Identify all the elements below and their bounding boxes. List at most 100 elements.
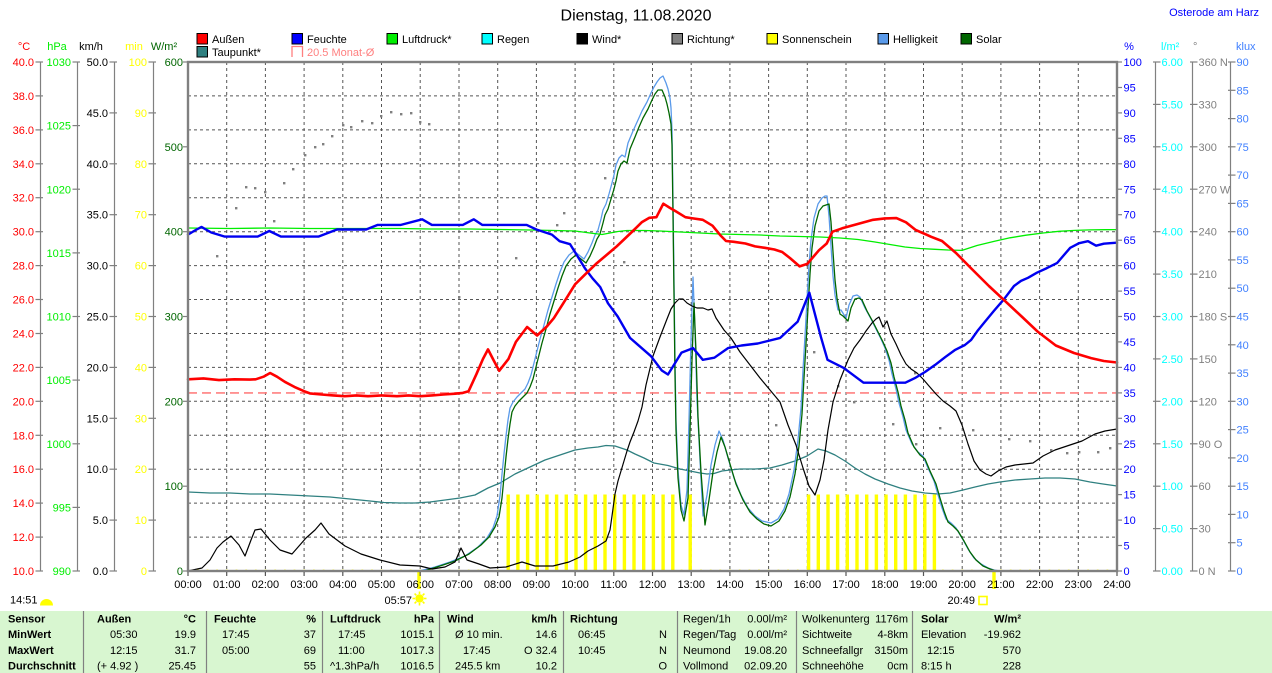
svg-text:36.0: 36.0 bbox=[13, 125, 34, 137]
svg-text:30: 30 bbox=[1237, 396, 1249, 408]
svg-text:12:15: 12:15 bbox=[927, 645, 955, 657]
svg-text:04:00: 04:00 bbox=[329, 579, 357, 591]
svg-text:0.50: 0.50 bbox=[1162, 524, 1183, 536]
svg-text:°C: °C bbox=[184, 614, 196, 626]
svg-text:0.0: 0.0 bbox=[93, 566, 108, 578]
svg-text:W/m²: W/m² bbox=[151, 41, 178, 53]
svg-text:38.0: 38.0 bbox=[13, 91, 34, 103]
svg-text:°C: °C bbox=[18, 41, 30, 53]
svg-text:%: % bbox=[306, 614, 316, 626]
svg-text:^1.3hPa/h: ^1.3hPa/h bbox=[330, 660, 379, 672]
svg-text:1030: 1030 bbox=[47, 57, 71, 69]
svg-text:69: 69 bbox=[304, 645, 316, 657]
svg-text:08:00: 08:00 bbox=[484, 579, 512, 591]
svg-text:15.0: 15.0 bbox=[87, 413, 108, 425]
svg-text:50: 50 bbox=[1237, 283, 1249, 295]
svg-text:25.0: 25.0 bbox=[87, 312, 108, 324]
svg-text:06:00: 06:00 bbox=[406, 579, 434, 591]
svg-text:Feuchte: Feuchte bbox=[214, 614, 256, 626]
svg-text:Regen/Tag: Regen/Tag bbox=[683, 629, 736, 641]
svg-text:25: 25 bbox=[1124, 439, 1136, 451]
svg-text:35: 35 bbox=[1124, 388, 1136, 400]
svg-text:245.5 km: 245.5 km bbox=[455, 660, 500, 672]
svg-text:Wolkenunterg: Wolkenunterg bbox=[802, 614, 870, 626]
svg-text:Luftdruck: Luftdruck bbox=[330, 614, 382, 626]
svg-text:55: 55 bbox=[1124, 286, 1136, 298]
svg-text:30: 30 bbox=[1124, 413, 1136, 425]
svg-text:60: 60 bbox=[135, 261, 147, 273]
svg-text:85: 85 bbox=[1124, 133, 1136, 145]
svg-text:240: 240 bbox=[1199, 227, 1217, 239]
svg-text:35: 35 bbox=[1237, 368, 1249, 380]
svg-text:02.09.20: 02.09.20 bbox=[744, 660, 787, 672]
svg-text:Neumond: Neumond bbox=[683, 645, 731, 657]
svg-text:-19.962: -19.962 bbox=[984, 629, 1021, 641]
svg-text:990: 990 bbox=[53, 566, 71, 578]
svg-text:4.50: 4.50 bbox=[1162, 184, 1183, 196]
svg-text:Vollmond: Vollmond bbox=[683, 660, 728, 672]
svg-text:5.00: 5.00 bbox=[1162, 142, 1183, 154]
svg-text:1010: 1010 bbox=[47, 312, 71, 324]
svg-text:3150m: 3150m bbox=[874, 645, 908, 657]
svg-text:12:15: 12:15 bbox=[110, 645, 138, 657]
svg-text:Schneehöhe: Schneehöhe bbox=[802, 660, 864, 672]
svg-text:21:00: 21:00 bbox=[987, 579, 1015, 591]
svg-text:1025: 1025 bbox=[47, 121, 71, 133]
svg-text:50.0: 50.0 bbox=[87, 57, 108, 69]
svg-text:05:00: 05:00 bbox=[368, 579, 396, 591]
svg-text:330: 330 bbox=[1199, 99, 1217, 111]
svg-text:3.50: 3.50 bbox=[1162, 269, 1183, 281]
svg-text:0: 0 bbox=[1124, 566, 1130, 578]
svg-text:Außen: Außen bbox=[97, 614, 132, 626]
svg-text:20.0: 20.0 bbox=[87, 362, 108, 374]
svg-text:3.00: 3.00 bbox=[1162, 312, 1183, 324]
svg-text:Feuchte: Feuchte bbox=[307, 34, 347, 46]
svg-text:Wind: Wind bbox=[447, 614, 474, 626]
svg-text:Osterode am Harz: Osterode am Harz bbox=[1169, 7, 1259, 19]
svg-text:0: 0 bbox=[177, 566, 183, 578]
svg-text:Sichtweite: Sichtweite bbox=[802, 629, 852, 641]
svg-text:360 N: 360 N bbox=[1199, 57, 1228, 69]
svg-text:60: 60 bbox=[1124, 261, 1136, 273]
svg-text:995: 995 bbox=[53, 502, 71, 514]
svg-text:14:51: 14:51 bbox=[10, 595, 38, 607]
svg-text:06:45: 06:45 bbox=[578, 629, 606, 641]
svg-text:05:57: 05:57 bbox=[384, 595, 412, 607]
svg-text:300: 300 bbox=[165, 312, 183, 324]
svg-text:4.00: 4.00 bbox=[1162, 227, 1183, 239]
svg-text:90: 90 bbox=[1237, 57, 1249, 69]
svg-text:12:00: 12:00 bbox=[639, 579, 667, 591]
svg-text:80: 80 bbox=[135, 159, 147, 171]
svg-text:1.50: 1.50 bbox=[1162, 439, 1183, 451]
svg-text:18.0: 18.0 bbox=[13, 430, 34, 442]
svg-text:Wind*: Wind* bbox=[592, 34, 622, 46]
svg-text:Solar: Solar bbox=[976, 34, 1002, 46]
svg-text:24.0: 24.0 bbox=[13, 328, 34, 340]
svg-text:85: 85 bbox=[1237, 85, 1249, 97]
svg-text:5: 5 bbox=[1237, 538, 1243, 550]
svg-text:75: 75 bbox=[1124, 184, 1136, 196]
svg-text:80: 80 bbox=[1124, 159, 1136, 171]
svg-text:MinWert: MinWert bbox=[8, 629, 52, 641]
svg-text:34.0: 34.0 bbox=[13, 159, 34, 171]
svg-text:0.00l/m²: 0.00l/m² bbox=[747, 629, 787, 641]
svg-text:min: min bbox=[125, 41, 143, 53]
svg-text:1015: 1015 bbox=[47, 248, 71, 260]
svg-text:570: 570 bbox=[1003, 645, 1021, 657]
svg-text:l/m²: l/m² bbox=[1161, 41, 1180, 53]
svg-text:600: 600 bbox=[165, 57, 183, 69]
svg-text:12.0: 12.0 bbox=[13, 532, 34, 544]
svg-text:23:00: 23:00 bbox=[1065, 579, 1093, 591]
svg-text:20: 20 bbox=[1124, 464, 1136, 476]
svg-text:500: 500 bbox=[165, 142, 183, 154]
svg-text:Elevation: Elevation bbox=[921, 629, 966, 641]
svg-text:°: ° bbox=[1193, 41, 1197, 53]
svg-text:hPa: hPa bbox=[47, 41, 67, 53]
svg-text:65: 65 bbox=[1237, 198, 1249, 210]
svg-text:20.5 Monat-Ø: 20.5 Monat-Ø bbox=[307, 47, 375, 59]
svg-text:22:00: 22:00 bbox=[1026, 579, 1054, 591]
svg-text:10: 10 bbox=[1237, 509, 1249, 521]
svg-text:100: 100 bbox=[129, 57, 147, 69]
svg-text:5.0: 5.0 bbox=[93, 515, 108, 527]
svg-text:17:00: 17:00 bbox=[832, 579, 860, 591]
